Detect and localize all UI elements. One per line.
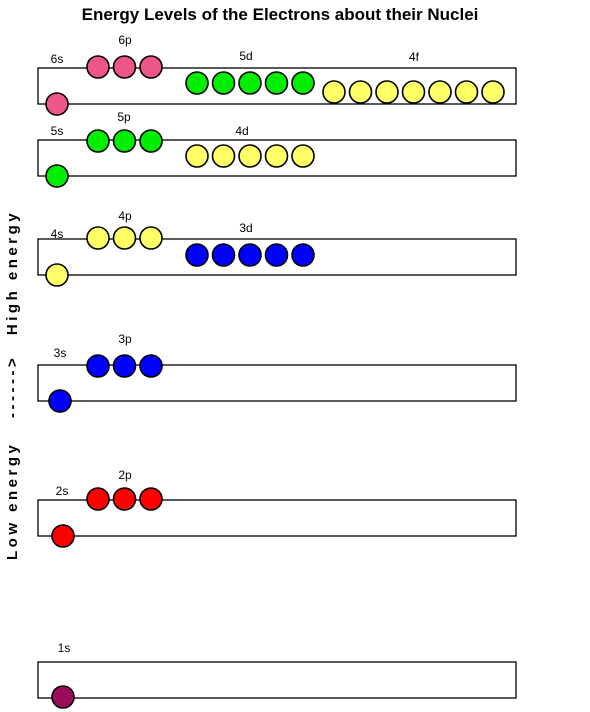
electron [51,685,75,709]
electron [428,80,452,104]
electron [86,129,110,153]
electron [454,80,479,104]
electron [45,164,69,188]
orbital-label: 5s [51,124,64,138]
orbital-label: 4d [235,124,248,138]
energy-axis: Low energy ------> High energy [4,210,21,560]
orbital-6p: 6p [86,33,163,79]
electron [48,389,72,413]
electron [112,487,137,511]
orbital-4p: 4p [86,209,163,250]
electron [322,80,346,104]
electron [51,524,75,548]
electron [264,71,289,95]
orbital-label: 2s [56,484,69,498]
electron [86,354,110,378]
electron [211,71,236,95]
electron [139,129,163,153]
level-box [37,499,517,537]
orbital-label: 4s [51,227,64,241]
orbital-label: 3d [239,221,252,235]
level-box [37,364,517,402]
orbital-label: 5p [117,110,131,124]
orbital-label: 4p [118,209,132,223]
orbital-6s: 6s [45,52,69,116]
electron [291,71,315,95]
orbital-label: 1s [58,641,71,655]
axis-low-label: Low energy [4,442,21,560]
electron [185,144,209,168]
level-box [37,661,517,699]
svg-text:Low energy ------>: Low energy ------> High energy [4,210,21,560]
energy-level-n1: 1s [37,641,517,709]
electron [86,226,110,250]
electron [238,144,262,168]
orbital-2p: 2p [86,468,163,511]
electron [185,243,209,267]
orbital-3p: 3p [86,332,163,378]
electron [264,144,289,168]
orbital-4f: 4f [322,50,505,104]
electron [112,129,137,153]
energy-level-n3: 3s 3p [37,332,517,413]
orbital-5d: 5d [185,49,315,95]
electron [139,55,163,79]
orbital-label: 3s [54,346,67,360]
electron [86,487,110,511]
orbital-label: 6s [51,52,64,66]
energy-level-n5: 5s 5p 4d [37,110,517,188]
orbital-label: 6p [118,33,132,47]
electron [139,487,163,511]
axis-high-label: High energy [4,210,21,335]
electron [45,263,69,287]
orbital-5s: 5s [45,124,69,188]
orbital-label: 2p [118,468,132,482]
orbital-1s: 1s [51,641,75,709]
electron [86,55,110,79]
diagram-title: Energy Levels of the Electrons about the… [82,5,479,24]
electron [375,80,399,104]
energy-level-n6: 6s 6p 5d 4f [37,33,517,116]
electron [238,71,262,95]
electron [211,144,236,168]
electron [291,144,315,168]
electron [139,354,163,378]
electron [481,80,505,104]
electron [401,80,426,104]
electron [112,55,137,79]
orbital-5p: 5p [86,110,163,153]
electron [112,226,137,250]
energy-levels: 6s 6p 5d 4f 5s 5p 4d 4s 4p 3d 3s 3p 2s 2p 1s [37,33,517,709]
axis-arrow: ------> [4,355,21,418]
electron [112,354,137,378]
orbital-3d: 3d [185,221,315,267]
orbital-4d: 4d [185,124,315,168]
orbital-label: 5d [239,49,252,63]
electron [348,80,373,104]
orbital-label: 3p [118,332,132,346]
orbital-2s: 2s [51,484,75,548]
electron [264,243,289,267]
energy-level-n2: 2s 2p [37,468,517,548]
electron [238,243,262,267]
orbital-3s: 3s [48,346,72,413]
electron [291,243,315,267]
energy-level-n4: 4s 4p 3d [37,209,517,287]
orbital-4s: 4s [45,227,69,287]
electron [185,71,209,95]
orbital-label: 4f [409,50,420,64]
electron [139,226,163,250]
electron [45,92,69,116]
electron [211,243,236,267]
